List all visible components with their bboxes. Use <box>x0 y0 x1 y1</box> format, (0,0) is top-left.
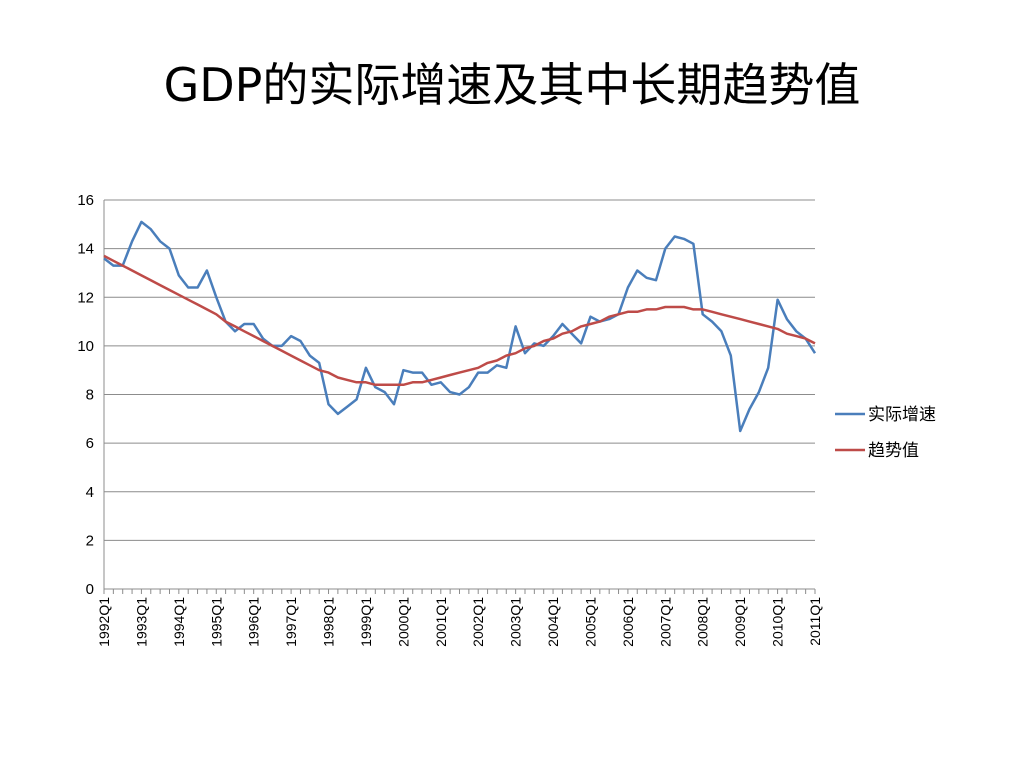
x-tick-label: 1994Q1 <box>171 597 187 647</box>
series-line-2 <box>103 254 816 387</box>
x-tick-label: 1996Q1 <box>246 597 262 647</box>
x-tick-label: 2008Q1 <box>695 597 711 647</box>
series-lines <box>103 220 817 433</box>
x-tick-label: 2001Q1 <box>433 597 449 647</box>
series-line-1 <box>103 220 817 433</box>
y-tick-label: 0 <box>86 581 94 598</box>
x-tick-label: 1999Q1 <box>358 597 374 647</box>
chart-title: GDP的实际增速及其中长期趋势值 <box>163 58 861 112</box>
x-tick-label: 2004Q1 <box>545 597 561 647</box>
x-tick-label: 1993Q1 <box>133 597 149 647</box>
x-tick-label: 2003Q1 <box>508 597 524 647</box>
y-tick-label: 12 <box>77 289 94 306</box>
y-tick-label: 16 <box>77 192 94 209</box>
x-tick-label: 2007Q1 <box>657 597 673 647</box>
x-tick-label: 2011Q1 <box>807 597 823 646</box>
x-axis: 1992Q1 1993Q1 1994Q1 1995Q1 1996Q1 1997Q1 1998… <box>96 200 823 647</box>
x-tick-label: 1997Q1 <box>283 597 299 647</box>
y-tick-label: 4 <box>86 484 94 501</box>
legend-label-1: 实际增速 <box>868 405 936 425</box>
y-tick-label: 2 <box>86 532 94 549</box>
x-tick-label: 2009Q1 <box>732 597 748 647</box>
x-tick-label: 1995Q1 <box>208 597 224 647</box>
x-tick-label: 2005Q1 <box>582 597 598 647</box>
x-tick-label: 2000Q1 <box>395 597 411 647</box>
x-tick-label: 1992Q1 <box>96 597 112 647</box>
x-tick-label: 2006Q1 <box>620 597 636 647</box>
y-tick-label: 8 <box>86 387 94 404</box>
gridlines <box>104 199 815 541</box>
y-axis-ticks: 0 2 4 6 8 10 12 14 16 <box>77 192 94 598</box>
x-tick-label: 2010Q1 <box>770 597 786 647</box>
y-tick-label: 10 <box>77 338 94 355</box>
legend-label-2: 趋势值 <box>868 441 919 461</box>
y-tick-label: 14 <box>77 241 94 258</box>
x-tick-label: 1998Q1 <box>321 597 337 647</box>
y-tick-label: 6 <box>86 435 94 452</box>
x-tick-label: 2002Q1 <box>470 597 486 647</box>
